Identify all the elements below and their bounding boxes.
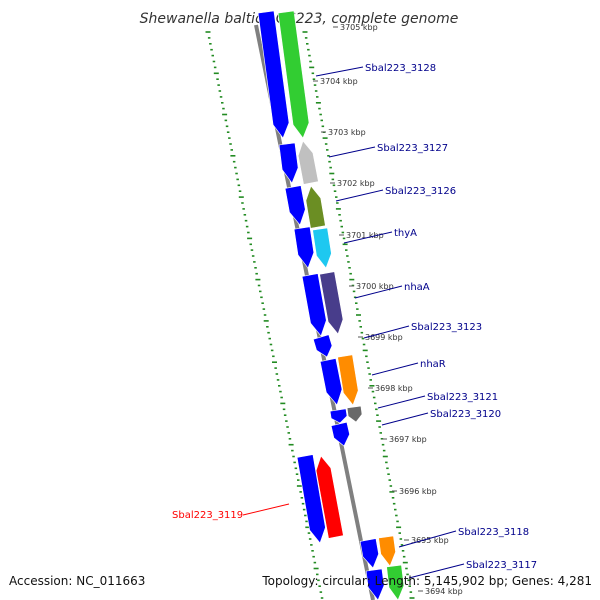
gene-arrow-Sbal223_3118[interactable] <box>378 535 396 567</box>
forward-gene-arrow[interactable] <box>301 273 327 337</box>
gene-label-Sbal223_3123[interactable]: Sbal223_3123 <box>411 322 482 333</box>
kbp-tick-label: 3705 kbp <box>340 23 378 32</box>
kbp-tick-label: 3699 kbp <box>365 333 403 342</box>
gene-leader-line <box>377 395 426 409</box>
kbp-tick-label: 3704 kbp <box>320 77 358 86</box>
gene-leader-line <box>343 231 393 244</box>
gene-label-nhaA[interactable]: nhaA <box>404 282 430 293</box>
gene-leader-line <box>335 189 384 202</box>
gene-arrow-nhaA[interactable] <box>319 271 344 335</box>
gene-label-Sbal223_3119[interactable]: Sbal223_3119 <box>172 510 243 521</box>
gene-leader-line <box>315 66 364 77</box>
gene-leader-line <box>408 563 465 579</box>
gene-leader-line <box>371 362 419 376</box>
gene-label-Sbal223_3127[interactable]: Sbal223_3127 <box>377 143 448 154</box>
gene-arrow-Sbal223_3126[interactable] <box>305 185 326 229</box>
forward-gene-arrow[interactable] <box>278 142 299 184</box>
gene-arrow-Sbal223_3127[interactable] <box>297 140 319 185</box>
gene-leader-line <box>398 530 457 548</box>
topology-text: Topology: circular; Length: 5,145,902 bp… <box>262 574 592 588</box>
forward-gene-arrow[interactable] <box>293 226 315 269</box>
gene-label-Sbal223_3121[interactable]: Sbal223_3121 <box>427 392 498 403</box>
forward-gene-arrow[interactable] <box>365 568 385 600</box>
gene-arrow-thyA[interactable] <box>312 227 332 269</box>
forward-gene-arrow[interactable] <box>329 408 348 424</box>
gene-arrow-Sbal223_3119[interactable] <box>315 455 344 539</box>
gene-labels: Sbal223_3128 Sbal223_3127 Sbal223_3126 thyA… <box>172 63 537 579</box>
kbp-tick-label: 3695 kbp <box>411 536 449 545</box>
forward-gene-arrow[interactable] <box>257 10 290 139</box>
gene-label-thyA[interactable]: thyA <box>394 228 417 239</box>
forward-gene-arrow[interactable] <box>359 538 379 569</box>
kbp-tick-label: 3702 kbp <box>337 179 375 188</box>
gene-leader-line <box>363 325 410 339</box>
map-title: Shewanella baltica OS223, complete genom… <box>140 11 459 27</box>
forward-gene-arrow[interactable] <box>296 454 326 544</box>
gene-label-Sbal223_3120[interactable]: Sbal223_3120 <box>430 409 501 420</box>
kbp-tick-label: 3697 kbp <box>389 435 427 444</box>
kbp-tick-label: 3698 kbp <box>375 384 413 393</box>
kbp-tick-label: 3696 kbp <box>399 487 437 496</box>
forward-gene-arrow[interactable] <box>312 334 333 358</box>
gene-label-Sbal223_3117[interactable]: Sbal223_3117 <box>466 560 537 571</box>
gene-features <box>257 10 405 600</box>
forward-gene-arrow[interactable] <box>319 358 343 406</box>
gene-label-Sbal223_3128[interactable]: Sbal223_3128 <box>365 63 436 74</box>
kbp-tick-label: 3701 kbp <box>346 231 384 240</box>
gene-leader-line <box>242 503 290 516</box>
gene-arrow-Sbal223_3117[interactable] <box>386 564 405 600</box>
kbp-tick-label: 3703 kbp <box>328 128 366 137</box>
gene-arrow-Sbal223_3120[interactable] <box>346 405 363 423</box>
gene-label-Sbal223_3118[interactable]: Sbal223_3118 <box>458 527 529 538</box>
gene-leader-line <box>328 146 376 158</box>
gene-leader-line <box>381 412 429 426</box>
ruler-ticks: 3705 kbp 3704 kbp 3703 kbp 3702 kbp 3701 kbp… <box>205 23 463 599</box>
gene-arrow-Sbal223_3128[interactable] <box>277 10 310 139</box>
gene-arrow-nhaR[interactable] <box>337 354 359 406</box>
kbp-tick-label: 3700 kbp <box>356 282 394 291</box>
gene-leader-line <box>354 285 403 299</box>
forward-gene-arrow[interactable] <box>284 185 306 226</box>
gene-label-nhaR[interactable]: nhaR <box>420 359 446 370</box>
accession-text: Accession: NC_011663 <box>9 574 146 588</box>
kbp-tick-label: 3694 kbp <box>425 587 463 596</box>
gene-label-Sbal223_3126[interactable]: Sbal223_3126 <box>385 186 456 197</box>
forward-gene-arrow[interactable] <box>330 421 350 447</box>
